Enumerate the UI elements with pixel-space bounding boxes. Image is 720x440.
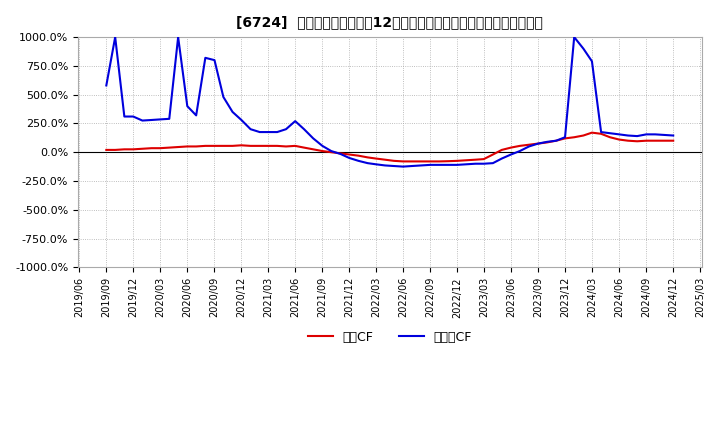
Title: [6724]  キャッシュフローの12か月移動合計の対前年同期増減率の推移: [6724] キャッシュフローの12か月移動合計の対前年同期増減率の推移 — [236, 15, 543, 29]
Line: 営業CF: 営業CF — [107, 132, 673, 161]
Legend: 営業CF, フリーCF: 営業CF, フリーCF — [302, 326, 477, 348]
Line: フリーCF: フリーCF — [107, 37, 673, 167]
